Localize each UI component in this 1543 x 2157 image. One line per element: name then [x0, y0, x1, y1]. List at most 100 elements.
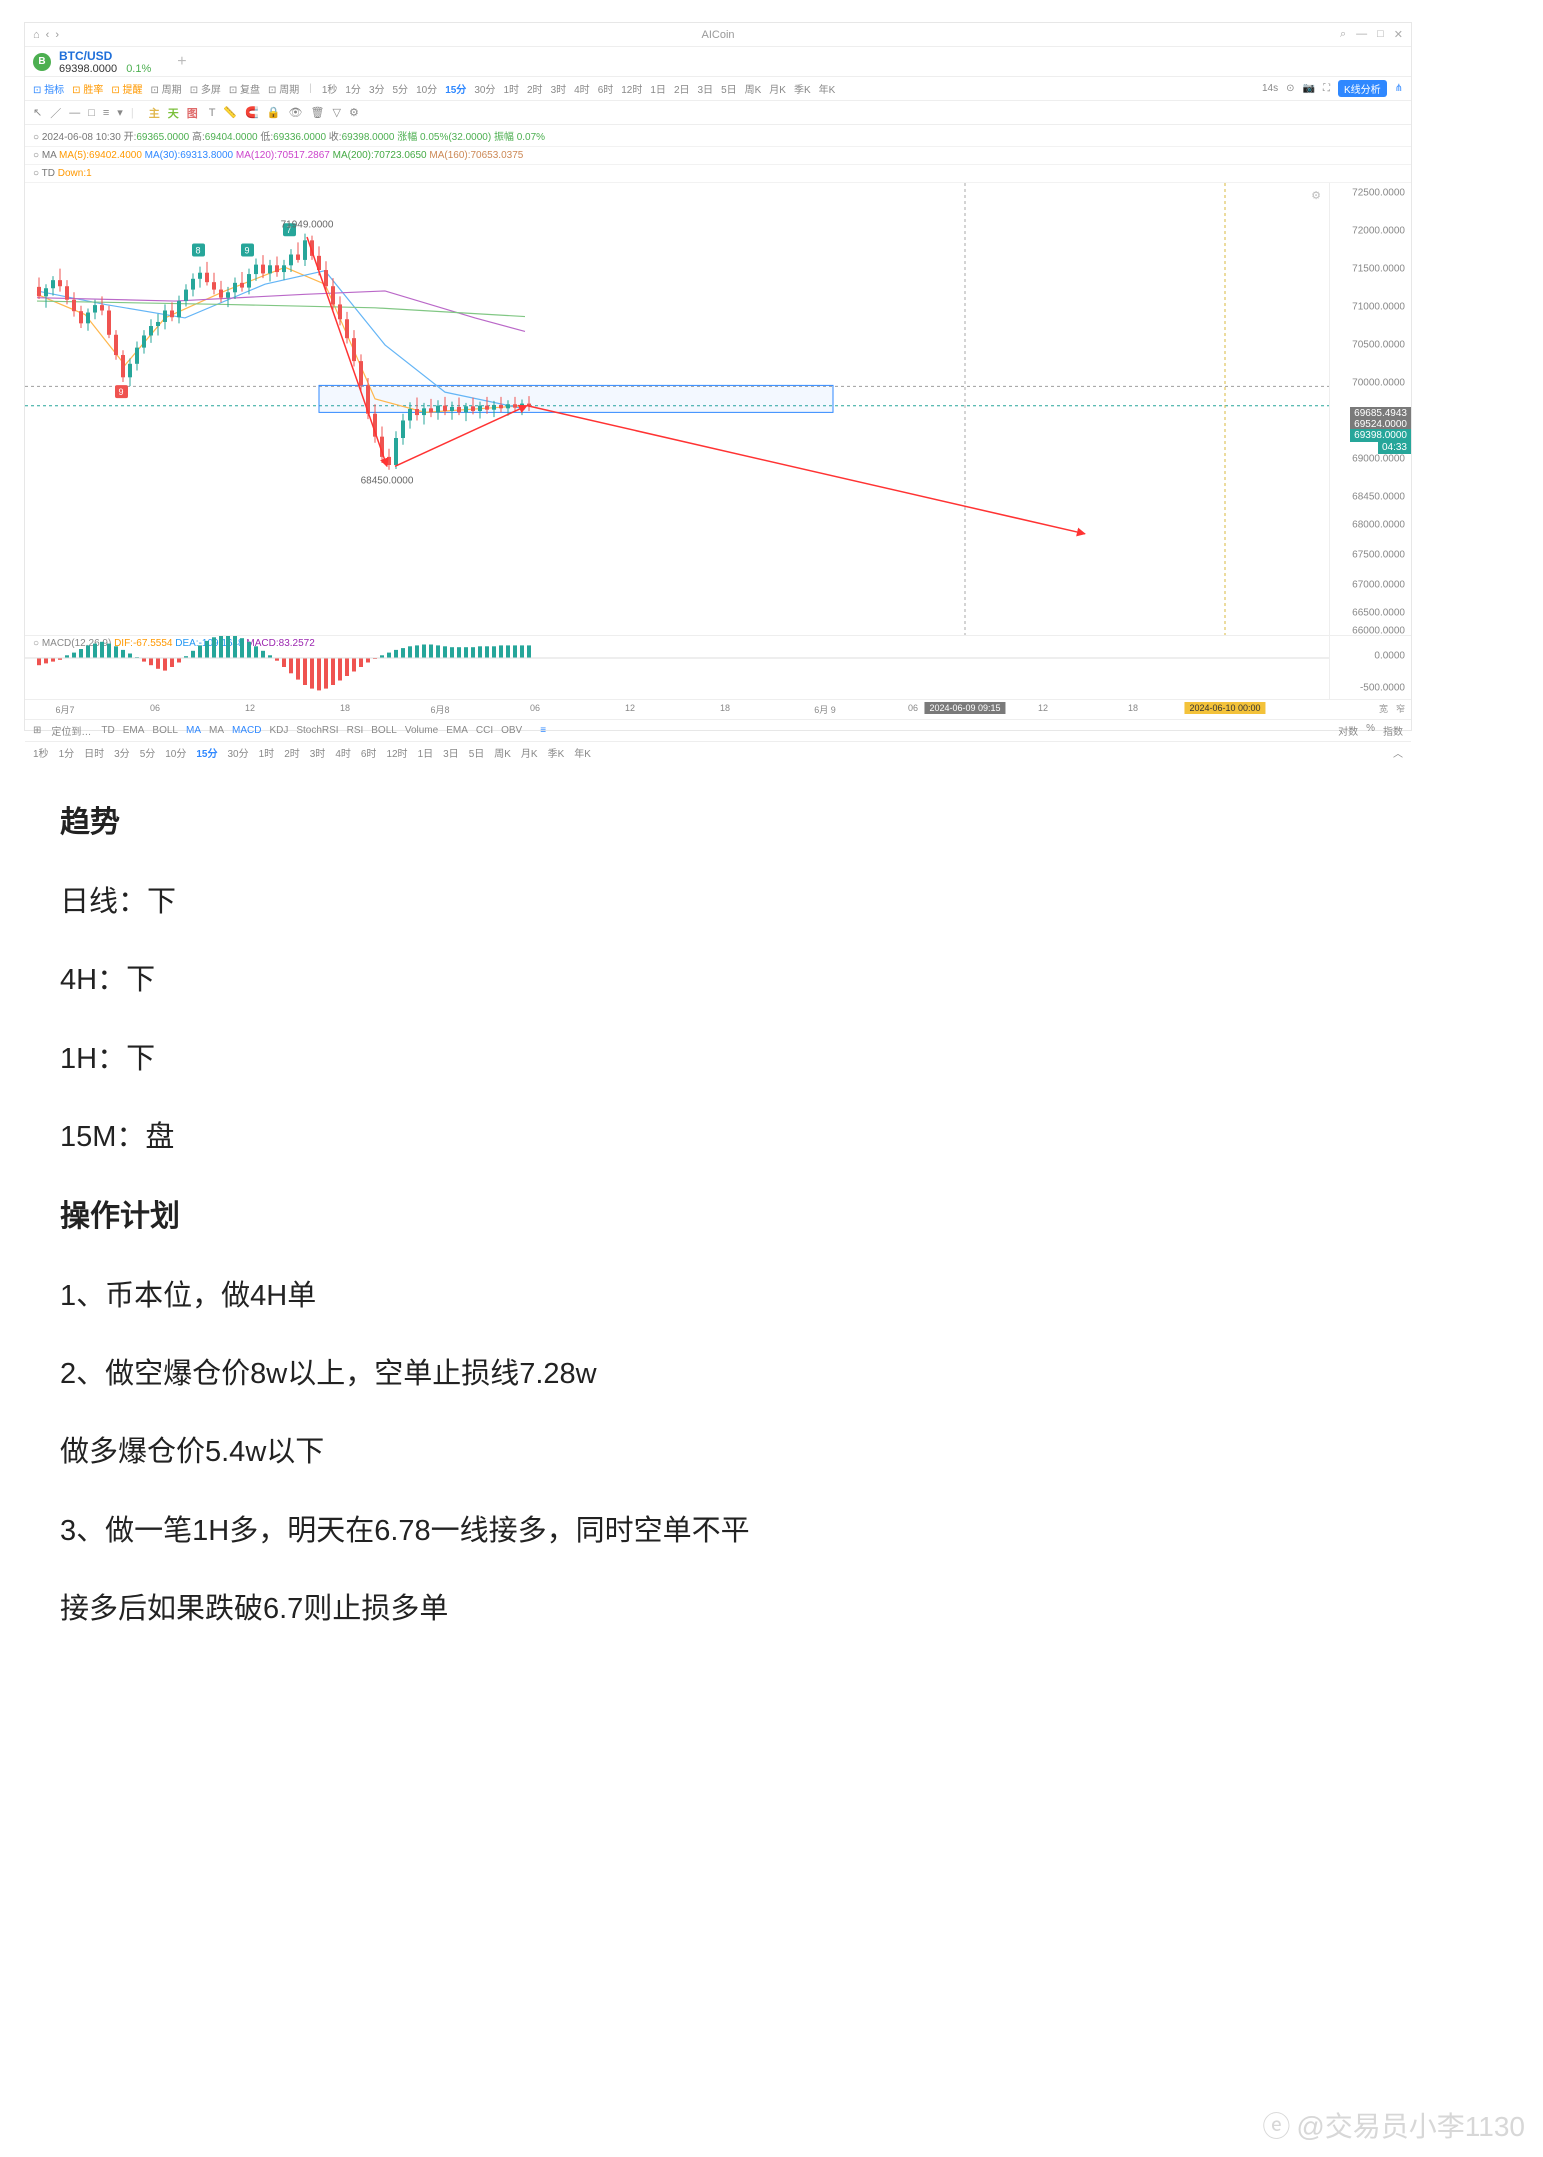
timeframe-button[interactable]: 5分	[140, 745, 156, 760]
line-tool-icon[interactable]: ／	[50, 105, 61, 121]
zhu-toggle[interactable]: 主天图	[146, 105, 201, 121]
xaxis-btn-2[interactable]: 窄	[1396, 702, 1405, 715]
lock-icon[interactable]: 🔒	[267, 106, 281, 119]
fullscreen-icon[interactable]: ⛶	[1323, 83, 1330, 94]
fwd-icon[interactable]: ›	[55, 29, 59, 41]
top-tab[interactable]: ⊡ 提醒	[111, 81, 142, 96]
fib-tool-icon[interactable]: ≡	[103, 107, 109, 119]
indicator-item[interactable]: BOLL	[371, 725, 397, 736]
timeframe-button[interactable]: 5分	[393, 81, 409, 96]
timeframe-button[interactable]: 5日	[721, 81, 737, 96]
timeframe-button[interactable]: 6时	[361, 745, 377, 760]
timeframe-button[interactable]: 12时	[621, 81, 642, 96]
timeframe-button[interactable]: 月K	[521, 745, 538, 760]
timeframe-button[interactable]: 2时	[284, 745, 300, 760]
indicator-item[interactable]: MA	[186, 725, 201, 736]
indicator-item[interactable]: CCI	[476, 725, 493, 736]
timeframe-button[interactable]: 3日	[698, 81, 714, 96]
top-tab[interactable]: ⊡ 复盘	[229, 81, 260, 96]
indicator-right-item[interactable]: 指数	[1383, 723, 1403, 738]
filter-icon[interactable]: ▽	[332, 106, 340, 119]
chevron-down-icon[interactable]: ▾	[117, 106, 123, 119]
trash-icon[interactable]: 🗑	[311, 106, 325, 119]
timeframe-button[interactable]: 3时	[551, 81, 567, 96]
timeframe-button[interactable]: 1分	[345, 81, 361, 96]
indicator-menu-icon[interactable]: ≡	[540, 725, 546, 736]
timeframe-button[interactable]: 12时	[386, 745, 407, 760]
timeframe-button[interactable]: 1秒	[33, 745, 49, 760]
home-icon[interactable]: ⌂	[33, 29, 40, 41]
alert-icon[interactable]: ⊙	[1286, 83, 1294, 94]
timeframe-button[interactable]: 10分	[165, 745, 186, 760]
settings-icon[interactable]: ⚙	[349, 106, 359, 119]
timeframe-button[interactable]: 3日	[443, 745, 459, 760]
timeframe-button[interactable]: 月K	[769, 81, 786, 96]
timeframe-button[interactable]: 4时	[574, 81, 590, 96]
timeframe-button[interactable]: 30分	[228, 745, 249, 760]
locate-label[interactable]: 定位到…	[51, 723, 91, 738]
indicator-item[interactable]: TD	[101, 725, 114, 736]
indicator-item[interactable]: MACD	[232, 725, 261, 736]
indicator-item[interactable]: BOLL	[152, 725, 178, 736]
indicator-item[interactable]: MA	[209, 725, 224, 736]
k-analysis-button[interactable]: K线分析	[1338, 80, 1387, 97]
hline-tool-icon[interactable]: —	[69, 107, 80, 119]
share-icon[interactable]: ⋔	[1395, 83, 1403, 94]
camera-icon[interactable]: 📷	[1302, 83, 1314, 94]
ruler-icon[interactable]: 📏	[223, 106, 237, 119]
maximize-icon[interactable]: □	[1377, 28, 1384, 41]
timeframe-button[interactable]: 年K	[574, 745, 591, 760]
magnet-icon[interactable]: 🧲	[245, 106, 259, 119]
timeframe-button[interactable]: 1日	[650, 81, 666, 96]
indicator-item[interactable]: KDJ	[269, 725, 288, 736]
xaxis-btn-1[interactable]: 宽	[1379, 702, 1388, 715]
timeframe-button[interactable]: 4时	[335, 745, 351, 760]
timeframe-button[interactable]: 1时	[503, 81, 519, 96]
timeframe-button[interactable]: 季K	[794, 81, 811, 96]
timeframe-button[interactable]: 3分	[114, 745, 130, 760]
text-tool-icon[interactable]: T	[209, 107, 216, 119]
timeframe-button[interactable]: 日时	[84, 745, 104, 760]
add-tab-icon[interactable]: +	[177, 53, 186, 71]
symbol-pair[interactable]: BTC/USD	[59, 49, 151, 63]
timeframe-button[interactable]: 1日	[418, 745, 434, 760]
timeframe-button[interactable]: 10分	[416, 81, 437, 96]
indicator-item[interactable]: StochRSI	[296, 725, 338, 736]
cursor-icon[interactable]: ↖	[33, 106, 42, 119]
indicator-right-item[interactable]: 对数	[1338, 723, 1358, 738]
top-tab[interactable]: ⊡ 周期	[151, 81, 182, 96]
indicator-item[interactable]: OBV	[501, 725, 522, 736]
timeframe-button[interactable]: 2日	[674, 81, 690, 96]
timeframe-button[interactable]: 30分	[474, 81, 495, 96]
timeframe-button[interactable]: 6时	[598, 81, 614, 96]
chart-area[interactable]: 989771949.000068450.0000 72500.000072000…	[25, 183, 1411, 635]
rect-tool-icon[interactable]: □	[88, 107, 95, 119]
search-icon[interactable]: ⌕	[1340, 28, 1346, 41]
timeframe-button[interactable]: 3分	[369, 81, 385, 96]
top-tab[interactable]: ⊡ 周期	[268, 81, 299, 96]
indicator-item[interactable]: RSI	[347, 725, 364, 736]
timeframe-button[interactable]: 年K	[819, 81, 836, 96]
settings-corner-icon[interactable]: ⚙	[1311, 189, 1321, 202]
main-plot[interactable]: 989771949.000068450.0000	[25, 183, 1329, 635]
timeframe-button[interactable]: 5日	[469, 745, 485, 760]
minimize-icon[interactable]: —	[1356, 28, 1367, 41]
timeframe-button[interactable]: 1时	[259, 745, 275, 760]
timeframe-button[interactable]: 15分	[196, 745, 217, 760]
timeframe-button[interactable]: 1分	[59, 745, 75, 760]
indicator-item[interactable]: EMA	[123, 725, 145, 736]
timeframe-button[interactable]: 3时	[310, 745, 326, 760]
timeframe-button[interactable]: 周K	[745, 81, 762, 96]
close-icon[interactable]: ✕	[1394, 28, 1403, 41]
tf-collapse-icon[interactable]: ︿	[1393, 745, 1403, 760]
eye-icon[interactable]: 👁	[289, 106, 303, 119]
timeframe-button[interactable]: 季K	[548, 745, 565, 760]
timeframe-button[interactable]: 2时	[527, 81, 543, 96]
timeframe-button[interactable]: 周K	[494, 745, 511, 760]
timeframe-button[interactable]: 1秒	[322, 81, 338, 96]
indicator-item[interactable]: EMA	[446, 725, 468, 736]
top-tab[interactable]: ⊡ 多屏	[190, 81, 221, 96]
back-icon[interactable]: ‹	[46, 29, 50, 41]
timeframe-button[interactable]: 15分	[445, 81, 466, 96]
indicator-item[interactable]: Volume	[405, 725, 438, 736]
